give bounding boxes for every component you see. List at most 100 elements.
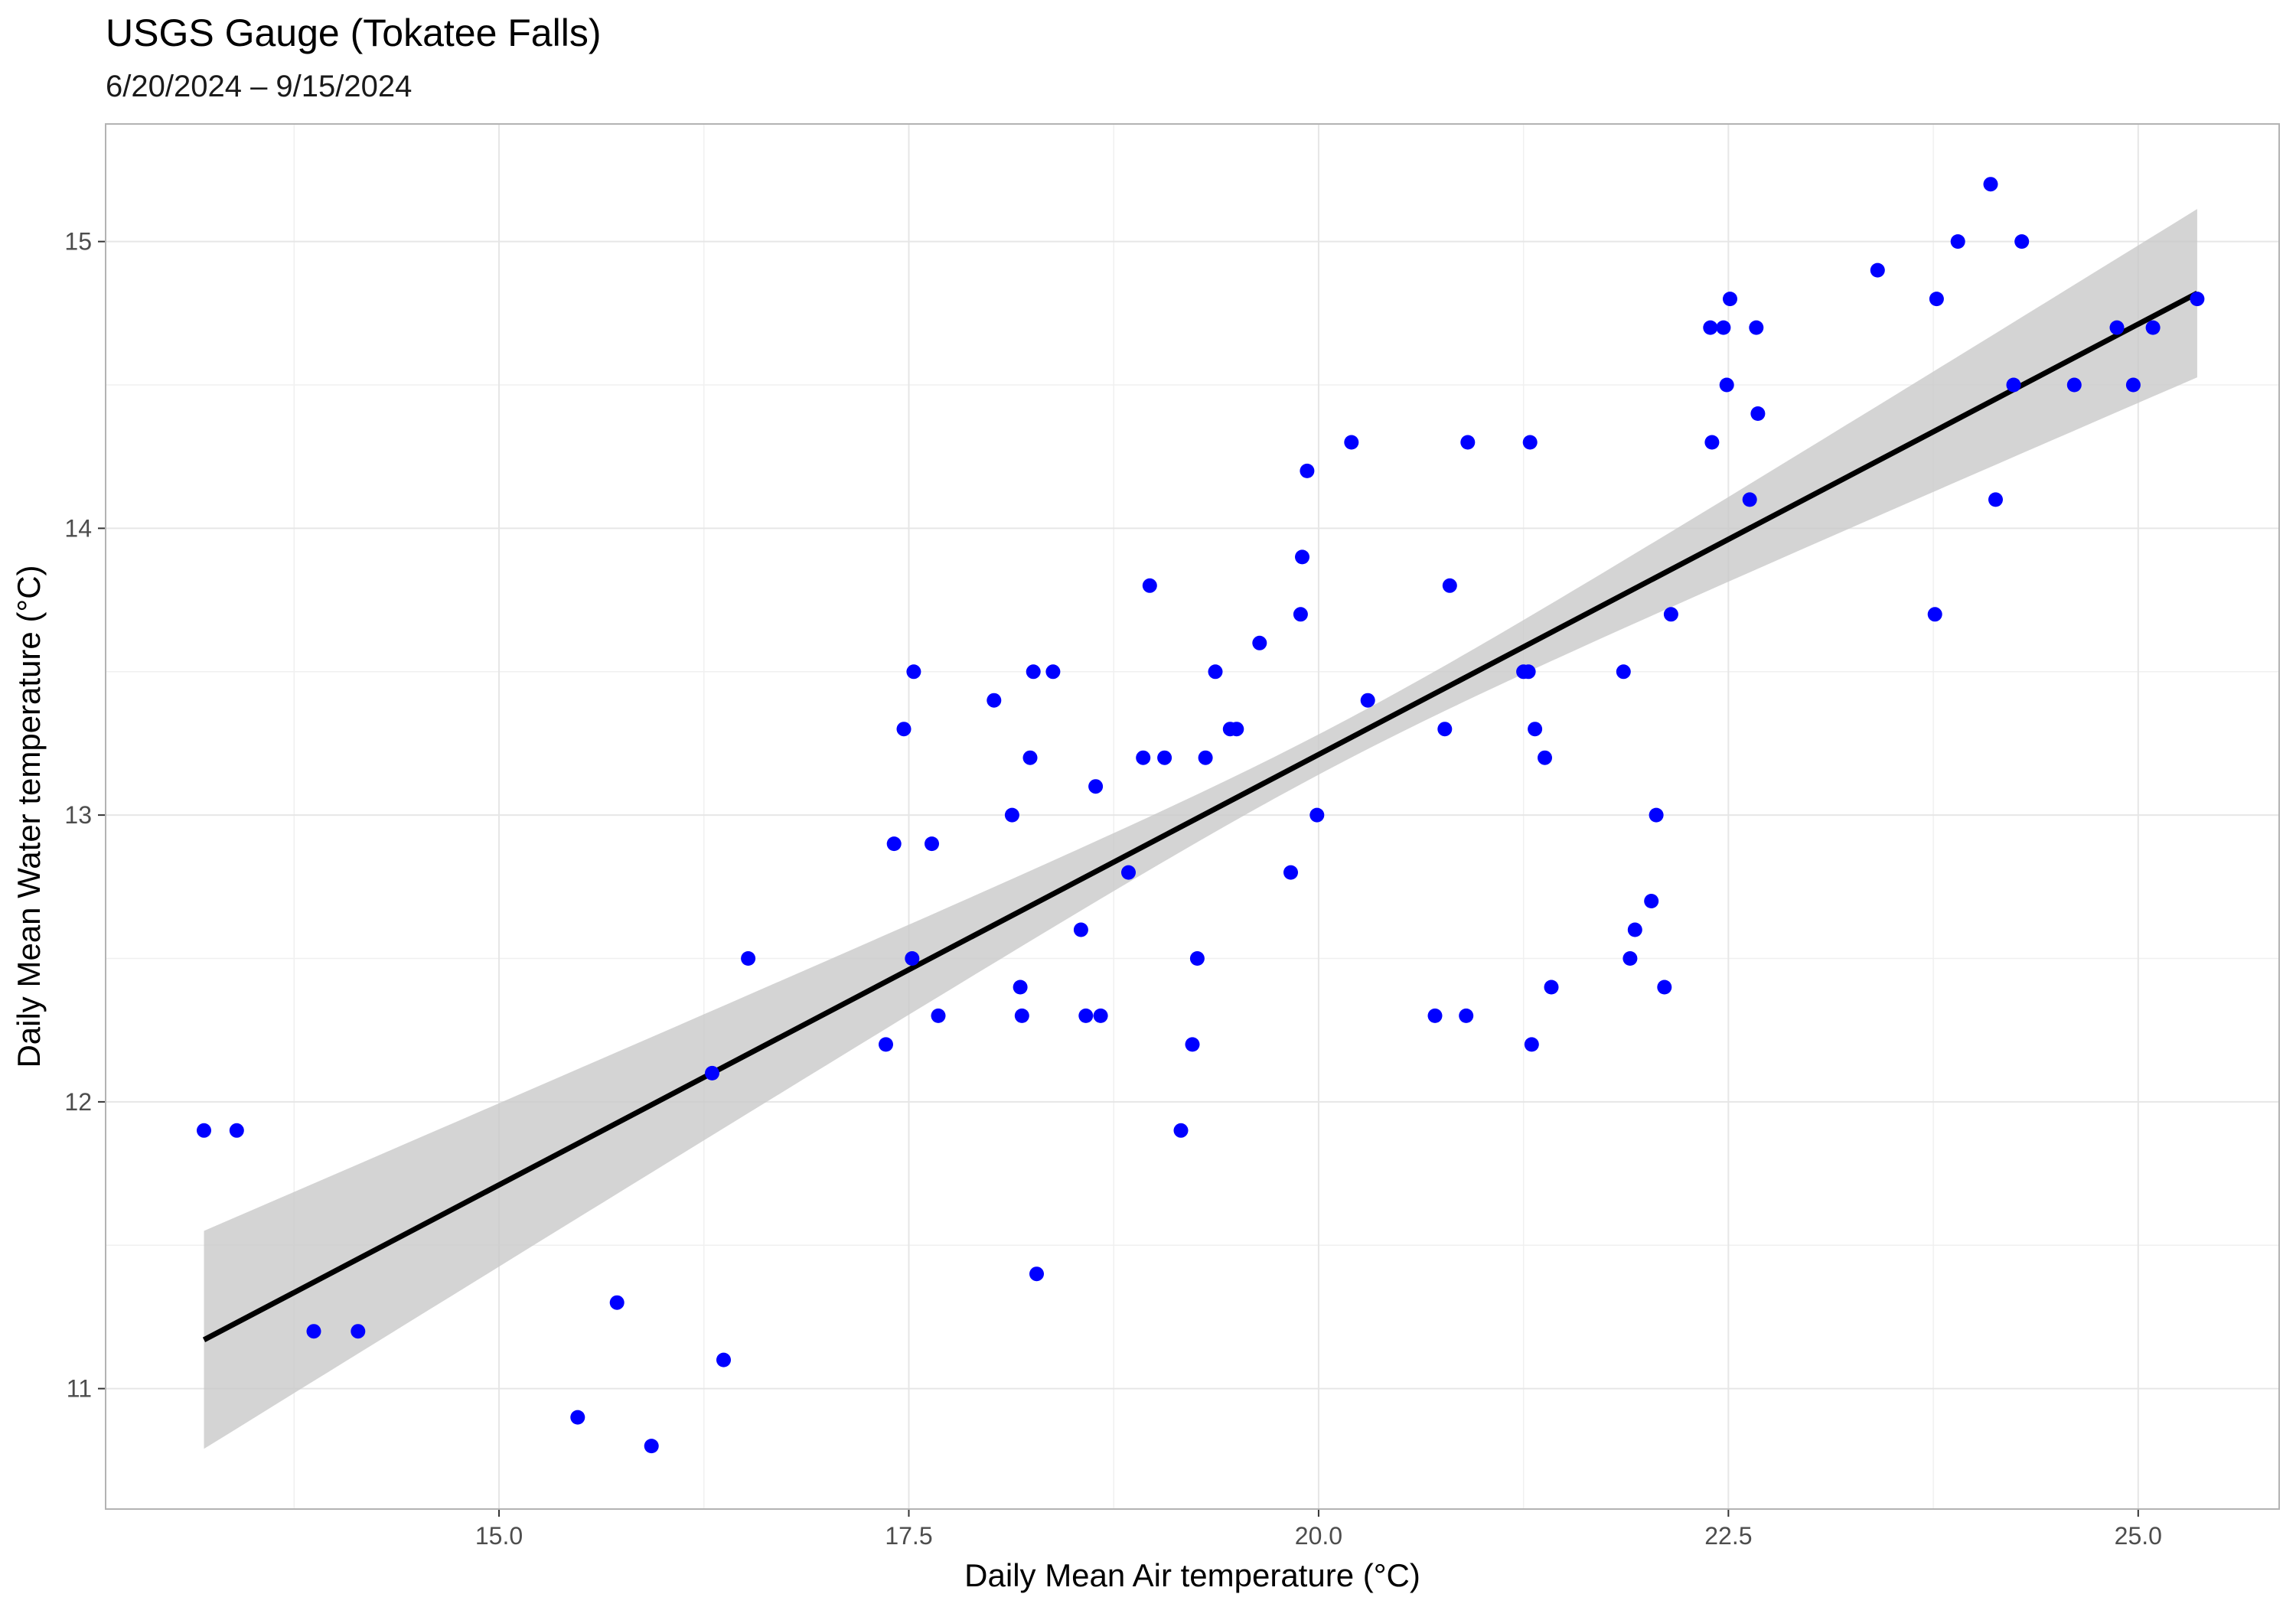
data-point (1929, 292, 1944, 307)
data-point (1014, 1008, 1029, 1023)
data-point (1749, 320, 1764, 335)
data-point (1189, 951, 1205, 966)
data-point (1649, 807, 1664, 823)
data-point (1437, 722, 1453, 737)
data-point (1657, 980, 1672, 995)
data-point (1723, 292, 1737, 307)
y-tick-label: 14 (64, 514, 92, 542)
data-point (1522, 435, 1538, 450)
data-point (879, 1037, 893, 1052)
x-tick-label: 17.5 (885, 1522, 932, 1550)
data-point (2014, 234, 2030, 249)
confidence-band-area (204, 209, 2197, 1449)
data-point (987, 693, 1002, 708)
data-point (2109, 320, 2125, 335)
data-point (1208, 664, 1223, 680)
data-point (1427, 1008, 1443, 1023)
data-point (2066, 377, 2082, 393)
data-point (1616, 664, 1631, 680)
x-tick-label: 22.5 (1704, 1522, 1752, 1550)
y-tick-label: 15 (64, 228, 92, 256)
data-point (306, 1324, 321, 1339)
data-point (1360, 693, 1375, 708)
data-point (905, 951, 920, 966)
data-point (1093, 1008, 1108, 1023)
x-axis-ticks: 15.0 17.5 20.0 22.5 25.0 (475, 1509, 2162, 1550)
data-point (2190, 292, 2205, 307)
data-point (1078, 1008, 1094, 1023)
data-point (1644, 894, 1659, 908)
confidence-band (204, 209, 2197, 1449)
data-point (1004, 807, 1019, 823)
data-point (1013, 980, 1028, 995)
data-point (1022, 750, 1038, 765)
y-tick-label: 11 (67, 1375, 92, 1403)
data-point (570, 1410, 585, 1425)
data-point (1121, 865, 1136, 880)
x-axis-label: Daily Mean Air temperature (°C) (964, 1557, 1420, 1593)
data-point (1198, 750, 1213, 765)
chart-subtitle: 6/20/2024 – 9/15/2024 (106, 70, 412, 103)
data-point (1927, 607, 1942, 622)
data-point (1029, 1266, 1044, 1282)
data-point (2145, 320, 2161, 335)
data-point (197, 1123, 211, 1138)
y-axis-label: Daily Mean Water temperature (°C) (11, 565, 47, 1068)
y-tick-label: 12 (64, 1088, 92, 1116)
data-point (1627, 922, 1642, 937)
data-point (1026, 664, 1041, 680)
data-point (1524, 1037, 1539, 1052)
data-point (896, 722, 912, 737)
data-point (1300, 463, 1315, 478)
data-point (644, 1439, 659, 1454)
data-point (2125, 377, 2141, 393)
data-point (1950, 234, 1965, 249)
data-point (1283, 865, 1298, 880)
data-point (609, 1295, 625, 1310)
data-point (886, 836, 902, 852)
data-point (1442, 578, 1457, 593)
chart-title: USGS Gauge (Tokatee Falls) (106, 11, 602, 54)
data-point (2006, 377, 2021, 393)
data-point (1623, 951, 1638, 966)
data-point (1185, 1037, 1200, 1052)
data-point (1293, 607, 1308, 622)
data-point (1538, 750, 1552, 765)
data-point (1157, 750, 1172, 765)
data-point (1173, 1123, 1189, 1138)
data-point (906, 664, 921, 680)
x-tick-label: 20.0 (1295, 1522, 1342, 1550)
data-point (1663, 607, 1678, 622)
data-point (1252, 635, 1267, 650)
data-point (1088, 779, 1104, 794)
data-point (1703, 320, 1718, 335)
data-point (1528, 722, 1543, 737)
data-point (705, 1065, 719, 1081)
data-point (1229, 722, 1244, 737)
data-point (1719, 377, 1734, 393)
data-point (716, 1352, 731, 1367)
data-point (741, 951, 756, 966)
data-point (351, 1324, 366, 1339)
data-point (1460, 435, 1476, 450)
data-point (1521, 664, 1536, 680)
data-point (1716, 320, 1731, 335)
data-point (1742, 492, 1757, 507)
data-point (925, 836, 939, 852)
plot-panel-border (105, 123, 2280, 1510)
data-point (1309, 807, 1325, 823)
data-point (1045, 664, 1061, 680)
x-tick-label: 25.0 (2115, 1522, 2162, 1550)
data-point (1983, 177, 1998, 192)
data-point (1704, 435, 1720, 450)
y-tick-label: 13 (64, 801, 92, 829)
data-point (1142, 578, 1157, 593)
regression-line (202, 290, 2199, 1343)
data-point (1459, 1008, 1474, 1023)
data-point (931, 1008, 946, 1023)
data-point (1344, 435, 1359, 450)
data-points (197, 177, 2205, 1454)
data-point (1870, 262, 1885, 278)
data-point (1750, 406, 1766, 421)
